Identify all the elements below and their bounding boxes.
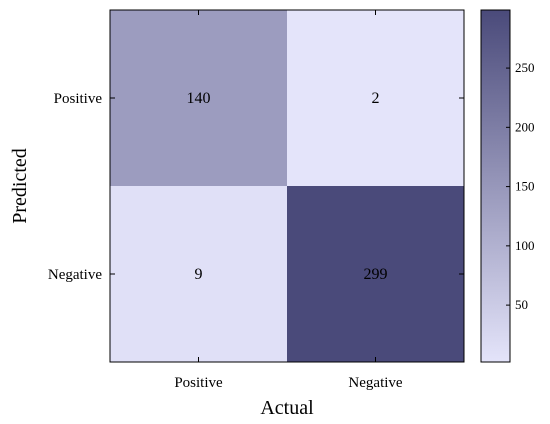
x-axis-ticks: Positive Negative	[174, 10, 403, 391]
x-tick-label: Negative	[348, 375, 402, 391]
y-axis-ticks: Positive Negative	[48, 91, 464, 283]
heatmap-cell	[110, 186, 287, 362]
cell-value-label: 140	[187, 90, 211, 107]
heatmap-cell	[287, 186, 464, 362]
colorbar-tick-label: 200	[515, 119, 535, 134]
heatmap-cells: 140 2 9 299	[110, 10, 464, 362]
heatmap-cell	[287, 10, 464, 186]
colorbar-tick-label: 250	[515, 60, 535, 75]
y-axis-title: Predicted	[9, 148, 31, 224]
y-tick-label: Negative	[48, 267, 102, 283]
colorbar-tick-label: 50	[515, 297, 528, 312]
colorbar	[480, 9, 511, 363]
cell-value-label: 299	[364, 266, 388, 283]
cell-value-label: 9	[195, 266, 203, 283]
colorbar-tick-label: 150	[515, 179, 535, 194]
x-axis-title: Actual	[260, 397, 314, 419]
y-tick-label: Positive	[54, 91, 103, 107]
colorbar-ticks: 50 100 150 200 250	[506, 60, 535, 312]
colorbar-tick-label: 100	[515, 238, 535, 253]
cell-value-label: 2	[372, 90, 380, 107]
plot-frame	[109, 9, 465, 363]
x-tick-label: Positive	[174, 375, 223, 391]
heatmap-cell	[110, 10, 287, 186]
